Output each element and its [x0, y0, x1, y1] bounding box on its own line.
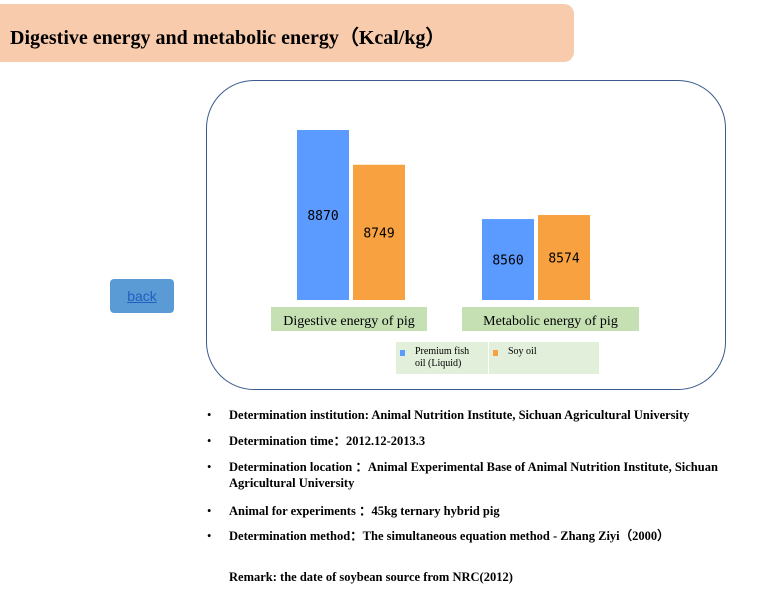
note-time: • Determination time：2012.12-2013.3 [207, 434, 426, 448]
category-band [462, 307, 639, 331]
legend-box [489, 342, 599, 374]
bar [353, 164, 405, 300]
category-label: Digestive energy of pig [283, 314, 415, 329]
data-label: 8560 [492, 254, 523, 269]
back-button[interactable]: back [110, 279, 174, 313]
legend-label: Soy oil [508, 346, 537, 357]
data-label: 8870 [307, 209, 338, 224]
category-label: Metabolic energy of pig [483, 314, 618, 329]
data-label: 8574 [548, 252, 579, 267]
data-label: 8749 [363, 226, 394, 241]
legend-label: Premium fish oil (Liquid) [415, 346, 469, 369]
title-banner: Digestive energy and metabolic energy（Kc… [0, 4, 574, 62]
legend-box [396, 342, 488, 374]
back-button-label: back [127, 288, 157, 304]
note-animal: • Animal for experiments ：45kg ternary hy… [207, 504, 500, 518]
bar [538, 215, 590, 300]
bar [297, 130, 349, 300]
note-method: • Determination method：The simultaneous e… [207, 529, 670, 543]
legend-swatch [493, 350, 498, 356]
page-title: Digestive energy and metabolic energy（Kc… [10, 27, 446, 49]
notes-list: • Determination institution: Animal Nutri… [207, 403, 767, 544]
legend-swatch [400, 350, 405, 356]
remark-text: Remark: the date of soybean source from … [229, 570, 513, 584]
bar [482, 219, 534, 300]
note-location: • Determination location ：Animal Experime… [207, 460, 718, 490]
chart-frame [206, 80, 726, 390]
category-band [271, 307, 427, 331]
note-institution: • Determination institution: Animal Nutri… [207, 408, 690, 422]
